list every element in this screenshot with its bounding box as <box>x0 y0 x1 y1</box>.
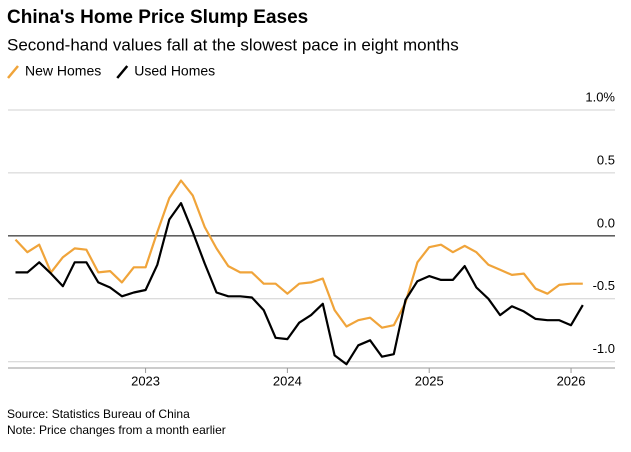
y-tick-label: 0.0 <box>597 215 615 230</box>
y-tick-label: 0.5 <box>597 152 615 167</box>
legend-swatch <box>7 65 19 79</box>
legend-label: Used Homes <box>134 63 215 79</box>
series-line <box>15 202 584 366</box>
series-line <box>14 179 583 329</box>
note: Note: Price changes from a month earlier <box>7 423 226 437</box>
source: Source: Statistics Bureau of China <box>7 407 190 421</box>
x-tick-label: 2025 <box>415 373 444 388</box>
x-tick-label: 2023 <box>131 373 160 388</box>
y-tick-label: -1.0 <box>593 341 615 356</box>
x-tick-label: 2026 <box>557 373 586 388</box>
x-tick-label: 2024 <box>273 373 302 388</box>
chart-subtitle: Second-hand values fall at the slowest p… <box>7 35 459 54</box>
legend-label: New Homes <box>25 63 101 79</box>
y-tick-label: -0.5 <box>593 278 615 293</box>
legend-swatch <box>116 65 129 79</box>
chart-title: China's Home Price Slump Eases <box>7 7 308 28</box>
y-tick-label: 1.0% <box>585 89 615 104</box>
